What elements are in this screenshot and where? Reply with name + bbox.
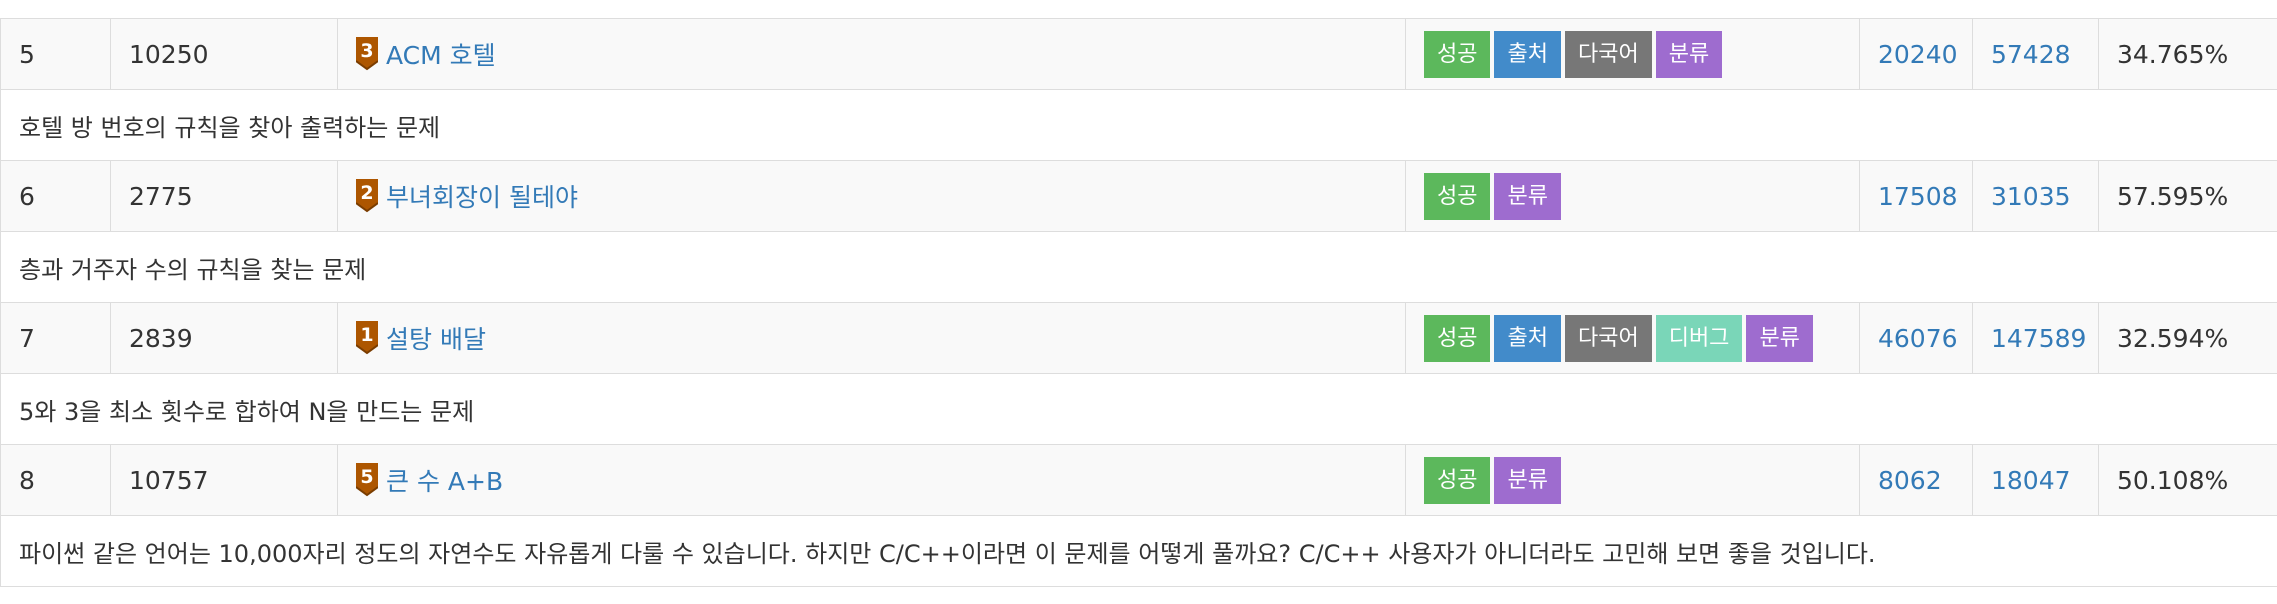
problem-ratio: 57.595% (2099, 161, 2277, 232)
problem-id: 2839 (111, 303, 338, 374)
problem-solved-cell: 8062 (1860, 445, 1973, 516)
submission-count-link[interactable]: 147589 (1991, 324, 2086, 353)
solved-count-link[interactable]: 46076 (1878, 324, 1958, 353)
problem-title-link[interactable]: 부녀회장이 될테야 (386, 183, 578, 212)
problem-title-link[interactable]: 설탕 배달 (386, 325, 486, 354)
tier-level: 2 (356, 180, 378, 206)
badge-success[interactable]: 성공 (1424, 315, 1490, 362)
problem-solved-cell: 20240 (1860, 19, 1973, 90)
badge-debug[interactable]: 디버그 (1656, 315, 1743, 362)
problem-description-row: 호텔 방 번호의 규칙을 찾아 출력하는 문제 (1, 90, 2277, 161)
solved-count-link[interactable]: 20240 (1878, 40, 1958, 69)
problem-solved-cell: 46076 (1860, 303, 1973, 374)
problem-ratio: 32.594% (2099, 303, 2277, 374)
tier-level: 3 (356, 38, 378, 64)
badge-multilang[interactable]: 다국어 (1565, 315, 1652, 362)
problem-index: 8 (1, 445, 111, 516)
problem-index: 6 (1, 161, 111, 232)
problem-description: 5와 3을 최소 횟수로 합하여 N을 만드는 문제 (1, 374, 2277, 445)
problem-description: 호텔 방 번호의 규칙을 찾아 출력하는 문제 (1, 90, 2277, 161)
bronze-tier-icon: 2 (356, 179, 378, 213)
problem-title-cell: 3 ACM 호텔 (338, 19, 1406, 90)
problem-title-cell: 1 설탕 배달 (338, 303, 1406, 374)
tier-level: 1 (356, 322, 378, 348)
submission-count-link[interactable]: 31035 (1991, 182, 2071, 211)
badge-category[interactable]: 분류 (1494, 173, 1560, 220)
badge-category[interactable]: 분류 (1746, 315, 1812, 362)
problem-index: 7 (1, 303, 111, 374)
badge-source[interactable]: 출처 (1494, 315, 1560, 362)
problem-index: 5 (1, 19, 111, 90)
problem-ratio: 50.108% (2099, 445, 2277, 516)
problem-id: 10250 (111, 19, 338, 90)
badge-category[interactable]: 분류 (1494, 457, 1560, 504)
problem-submissions-cell: 31035 (1973, 161, 2099, 232)
problem-description-row: 파이썬 같은 언어는 10,000자리 정도의 자연수도 자유롭게 다룰 수 있… (1, 516, 2277, 587)
problem-id: 10757 (111, 445, 338, 516)
badge-source[interactable]: 출처 (1494, 31, 1560, 78)
problem-title-link[interactable]: 큰 수 A+B (386, 467, 503, 496)
badge-success[interactable]: 성공 (1424, 173, 1490, 220)
submission-count-link[interactable]: 57428 (1991, 40, 2071, 69)
bronze-tier-icon: 3 (356, 37, 378, 71)
problem-description-row: 5와 3을 최소 횟수로 합하여 N을 만드는 문제 (1, 374, 2277, 445)
problem-submissions-cell: 147589 (1973, 303, 2099, 374)
problem-submissions-cell: 57428 (1973, 19, 2099, 90)
problem-title-link[interactable]: ACM 호텔 (386, 41, 496, 70)
badge-category[interactable]: 분류 (1656, 31, 1722, 78)
problem-title-cell: 2 부녀회장이 될테야 (338, 161, 1406, 232)
solved-count-link[interactable]: 17508 (1878, 182, 1958, 211)
problem-solved-cell: 17508 (1860, 161, 1973, 232)
submission-count-link[interactable]: 18047 (1991, 466, 2071, 495)
bronze-tier-icon: 1 (356, 321, 378, 355)
problem-title-cell: 5 큰 수 A+B (338, 445, 1406, 516)
tier-level: 5 (356, 464, 378, 490)
problem-description-row: 층과 거주자 수의 규칙을 찾는 문제 (1, 232, 2277, 303)
solved-count-link[interactable]: 8062 (1878, 466, 1942, 495)
problem-id: 2775 (111, 161, 338, 232)
problem-ratio: 34.765% (2099, 19, 2277, 90)
bronze-tier-icon: 5 (356, 463, 378, 497)
badge-success[interactable]: 성공 (1424, 457, 1490, 504)
problem-description: 층과 거주자 수의 규칙을 찾는 문제 (1, 232, 2277, 303)
badge-success[interactable]: 성공 (1424, 31, 1490, 78)
problem-submissions-cell: 18047 (1973, 445, 2099, 516)
problem-description: 파이썬 같은 언어는 10,000자리 정도의 자연수도 자유롭게 다룰 수 있… (1, 516, 2277, 587)
badge-multilang[interactable]: 다국어 (1565, 31, 1652, 78)
